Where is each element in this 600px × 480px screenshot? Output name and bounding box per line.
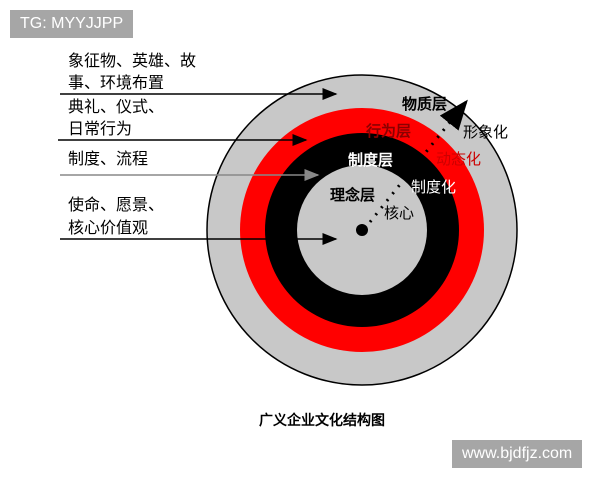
left-label-2b: 日常行为 <box>68 119 132 138</box>
layer-material: 物质层 <box>402 95 447 113</box>
left-label-1b: 事、环境布置 <box>68 73 164 92</box>
watermark-top: TG: MYYJJPP <box>10 10 134 38</box>
left-label-4a: 使命、愿景、 <box>68 195 164 214</box>
process-core: 核心 <box>384 204 414 222</box>
process-dynamic: 动态化 <box>436 150 481 168</box>
layer-system: 制度层 <box>348 151 393 169</box>
left-label-2a: 典礼、仪式、 <box>68 97 164 116</box>
center-dot <box>356 224 368 236</box>
layer-behavior: 行为层 <box>365 122 411 140</box>
left-label-1a: 象征物、英雄、故 <box>68 51 196 70</box>
layer-core: 理念层 <box>330 186 375 204</box>
diagram-caption: 广义企业文化结构图 <box>259 412 385 429</box>
left-label-3: 制度、流程 <box>68 149 148 168</box>
left-label-4b: 核心价值观 <box>68 218 148 237</box>
process-system: 制度化 <box>411 178 456 196</box>
watermark-bottom: www.bjdfjz.com <box>452 440 583 468</box>
process-image: 形象化 <box>463 123 508 141</box>
